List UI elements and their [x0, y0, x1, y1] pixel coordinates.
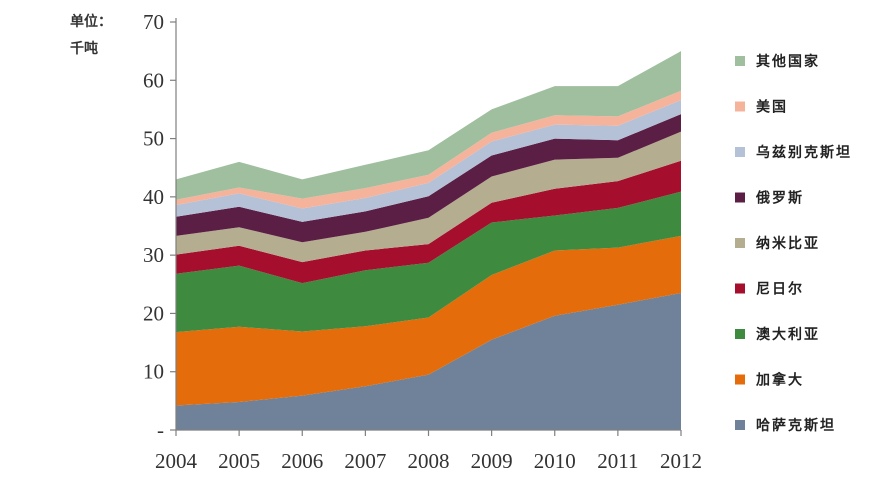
legend-label: 纳米比亚 — [756, 235, 820, 252]
legend-label: 澳大利亚 — [756, 326, 820, 343]
area-series-3 — [176, 160, 681, 284]
area-series-7 — [176, 90, 681, 209]
legend-swatch — [735, 374, 745, 385]
y-tick-label: 60 — [143, 68, 164, 92]
y-tick-label: 20 — [143, 301, 164, 325]
x-tick-label: 2005 — [218, 449, 260, 473]
legend-label: 其他国家 — [756, 53, 820, 70]
area-series-6 — [176, 100, 681, 222]
legend-label: 哈萨克斯坦 — [756, 417, 836, 434]
x-tick-label: 2006 — [281, 449, 323, 473]
x-tick-label: 2011 — [597, 449, 638, 473]
x-tick-labels: 2004 2005 2006 2007 2008 2009 2010 2011 2012 — [155, 449, 702, 473]
y-tick-label: 10 — [143, 360, 164, 384]
y-axis-unit-label: 单位： 千吨 — [70, 13, 112, 57]
y-tick-label: 70 — [143, 10, 164, 34]
x-tick-label: 2010 — [534, 449, 576, 473]
legend-swatch — [735, 101, 745, 112]
area-series-4 — [176, 131, 681, 263]
legend-swatch — [735, 283, 745, 294]
x-tick-label: 2008 — [408, 449, 450, 473]
legend-swatch — [735, 420, 745, 430]
x-tick-label: 2007 — [344, 449, 386, 473]
area-series-8 — [176, 51, 681, 200]
legend-label: 加拿大 — [755, 372, 804, 389]
legend-swatch — [735, 192, 745, 203]
legend-swatch — [735, 238, 745, 248]
legend-label: 乌兹别克斯坦 — [756, 144, 852, 161]
legend-swatch — [735, 147, 745, 157]
y-tick-labels: - 10 20 30 40 50 60 70 — [143, 10, 164, 442]
y-tick-label: 50 — [143, 127, 164, 151]
area-series-1 — [176, 235, 681, 406]
legend-swatch — [735, 329, 745, 339]
x-tick-label: 2012 — [660, 449, 702, 473]
y-tick-label: - — [157, 418, 164, 442]
y-unit-label-line: 千吨 — [70, 40, 98, 57]
legend-swatch — [735, 56, 745, 66]
legend-label: 尼日尔 — [756, 281, 804, 298]
x-tick-label: 2009 — [471, 449, 513, 473]
y-tick-label: 40 — [143, 185, 164, 209]
area-series-0 — [176, 293, 681, 430]
axes — [170, 18, 682, 436]
x-tick-label: 2004 — [155, 449, 198, 473]
area-layers — [176, 51, 681, 430]
legend-label: 美国 — [756, 99, 788, 116]
legend-label: 俄罗斯 — [755, 190, 804, 207]
area-series-2 — [176, 191, 681, 333]
area-series-5 — [176, 114, 681, 243]
y-unit-label-line: 单位： — [70, 13, 112, 30]
y-tick-label: 30 — [143, 243, 164, 267]
